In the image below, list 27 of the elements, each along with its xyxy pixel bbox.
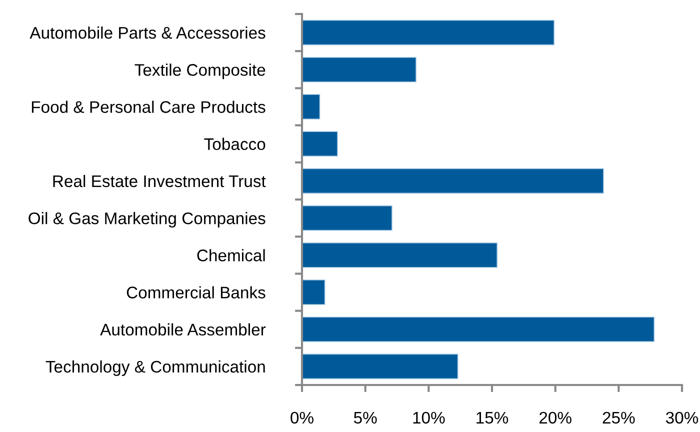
bar [302,20,554,46]
y-tick-label: Food & Personal Care Products [32,100,266,113]
y-tick-label: Commercial Banks [126,286,266,298]
x-tick-label: 25% [602,412,635,424]
bar [302,280,326,305]
bar [302,205,392,231]
x-tick-label: 10% [413,412,445,424]
bar [302,168,604,194]
y-tick-label: Textile Composite [134,64,266,80]
bar [302,242,498,268]
bar [302,56,416,82]
y-tick-label: Tobacco [204,138,266,150]
x-tick-label: 0% [290,412,314,424]
y-tick-label: Automobile Parts & Accessories [30,26,266,39]
bar [302,131,338,157]
y-tick-label: Chemical [197,249,265,262]
x-tick-label: 20% [539,412,572,424]
y-tick-label: Oil & Gas Marketing Companies [28,212,266,228]
y-tick-label: Automobile Assembler [100,323,266,336]
x-tick-label: 5% [354,412,377,424]
x-tick-label: 30% [666,412,698,424]
bar [302,94,320,120]
x-tick-label: 15% [476,412,508,424]
bar [302,354,458,380]
bar [302,316,655,342]
y-tick-label: Technology & Communication [46,360,265,376]
y-tick-label: Real Estate Investment Trust [53,174,266,188]
